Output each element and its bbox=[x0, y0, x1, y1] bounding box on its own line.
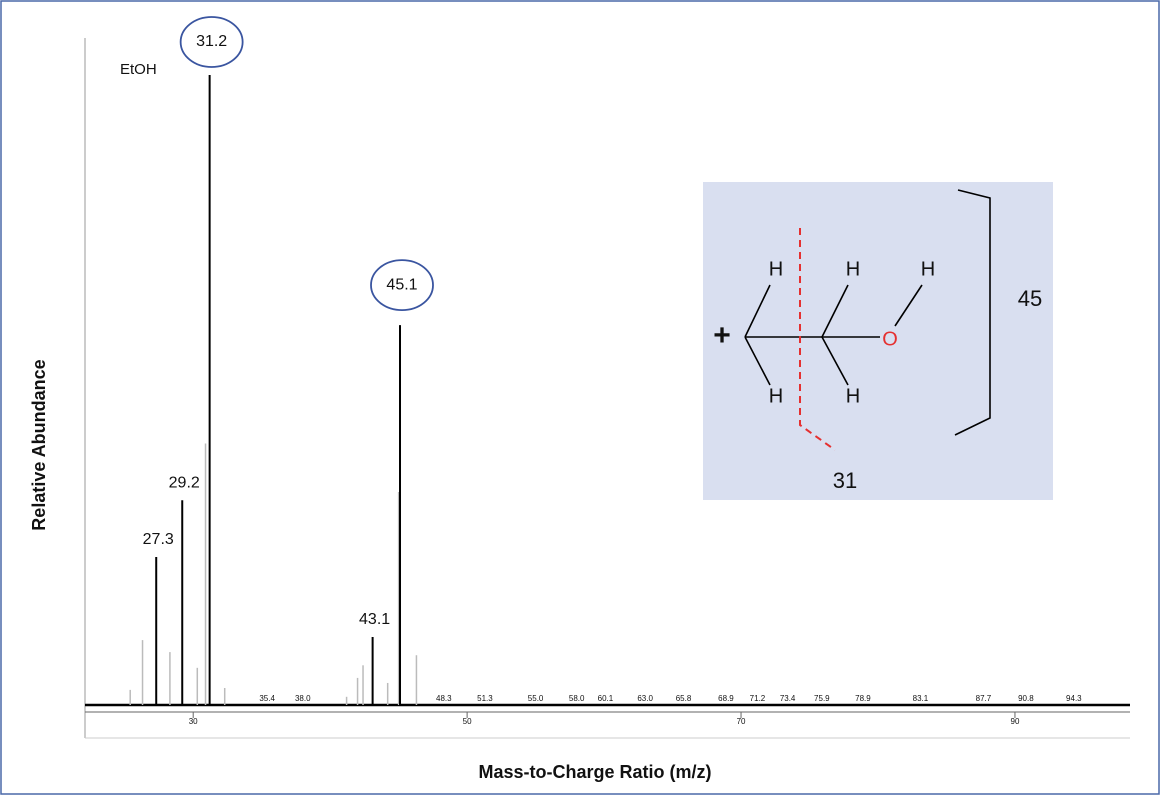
peak-label-minor: 51.3 bbox=[477, 694, 493, 703]
peak-label: 45.1 bbox=[386, 276, 417, 293]
highlight-circle bbox=[179, 16, 244, 68]
bond bbox=[744, 336, 771, 386]
peak-label: 27.3 bbox=[143, 531, 174, 548]
inset-box bbox=[703, 182, 1053, 500]
peak-label-minor: 48.3 bbox=[436, 694, 452, 703]
peak-label-minor: 65.8 bbox=[676, 694, 692, 703]
highlight-circle bbox=[370, 259, 434, 312]
bond bbox=[744, 284, 771, 338]
inset: + H H H O H H 45 31 bbox=[703, 182, 1053, 500]
bond bbox=[821, 336, 849, 386]
peak-label-minor: 38.0 bbox=[295, 694, 311, 703]
x-tick-label: 30 bbox=[189, 717, 198, 726]
peak-label-minor: 63.0 bbox=[637, 694, 653, 703]
bond bbox=[821, 284, 849, 338]
peak-label: 43.1 bbox=[359, 611, 390, 628]
peak-label-minor: 55.0 bbox=[528, 694, 544, 703]
peak-label-minor: 73.4 bbox=[780, 694, 796, 703]
annotation: EtOH bbox=[120, 61, 157, 78]
x-tick-label: 70 bbox=[737, 717, 746, 726]
peak-label-minor: 94.3 bbox=[1066, 694, 1082, 703]
atom: H bbox=[846, 385, 860, 407]
peak-label-minor: 71.2 bbox=[750, 694, 766, 703]
atom: H bbox=[921, 258, 935, 280]
peak-label-minor: 58.0 bbox=[569, 694, 585, 703]
atom: H bbox=[769, 385, 783, 407]
atom: O bbox=[882, 328, 898, 350]
bond bbox=[894, 284, 923, 327]
bracket bbox=[954, 189, 991, 436]
peak-label-minor: 75.9 bbox=[814, 694, 830, 703]
x-tick-label: 90 bbox=[1011, 717, 1020, 726]
atom: H bbox=[769, 258, 783, 280]
fragment-label: 45 bbox=[1018, 286, 1042, 311]
peak-label: 29.2 bbox=[169, 474, 200, 491]
x-axis-title: Mass-to-Charge Ratio (m/z) bbox=[478, 762, 711, 782]
peak-label-minor: 78.9 bbox=[855, 694, 871, 703]
atom: H bbox=[846, 258, 860, 280]
cleavage-line bbox=[799, 228, 836, 451]
peak-label-minor: 60.1 bbox=[598, 694, 614, 703]
peak-label-minor: 35.4 bbox=[259, 694, 275, 703]
peak-label-minor: 68.9 bbox=[718, 694, 734, 703]
x-tick-label: 50 bbox=[463, 717, 472, 726]
peak-label-minor: 87.7 bbox=[976, 694, 992, 703]
charge: + bbox=[713, 319, 731, 352]
y-axis-title: Relative Abundance bbox=[29, 359, 49, 530]
peak-label-minor: 83.1 bbox=[913, 694, 929, 703]
peak-label: 31.2 bbox=[196, 33, 227, 50]
fragment-label: 31 bbox=[833, 468, 857, 493]
peak-label-minor: 90.8 bbox=[1018, 694, 1034, 703]
